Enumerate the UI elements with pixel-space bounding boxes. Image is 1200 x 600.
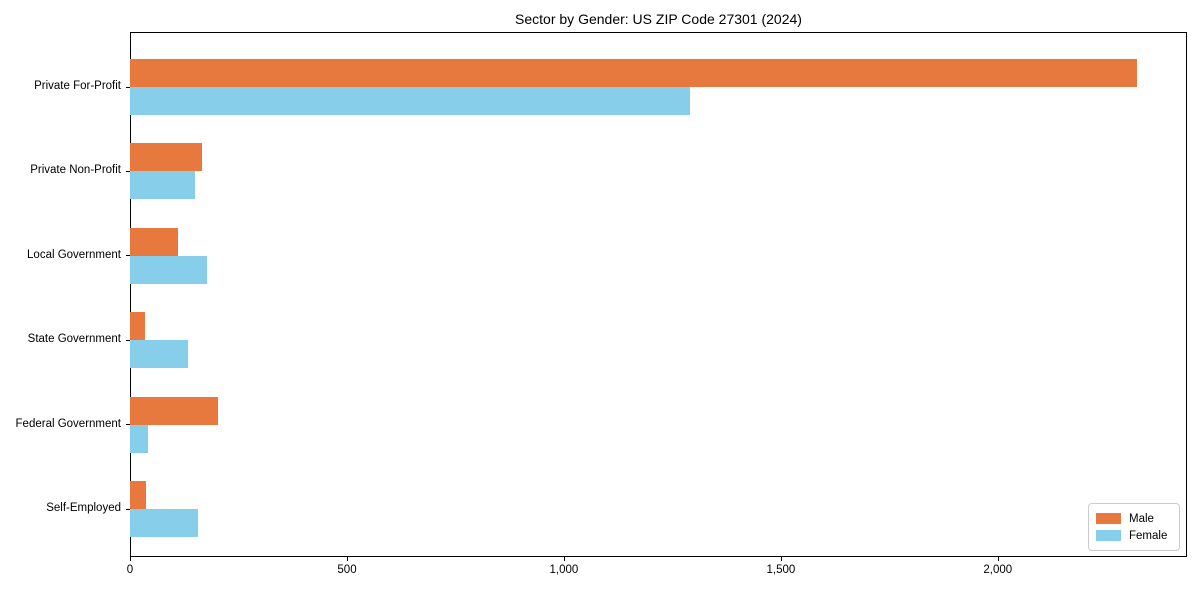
bar-male-6 — [130, 481, 147, 509]
x-tick-label: 1,000 — [549, 564, 579, 576]
y-tick-label: Local Government — [27, 248, 121, 261]
legend-label-male: Male — [1129, 512, 1154, 525]
y-tick-mark — [126, 86, 130, 88]
y-tick-mark — [126, 170, 130, 173]
y-tick-mark — [126, 508, 130, 510]
x-tick-label: 2,000 — [983, 564, 1013, 576]
legend: Male Female — [1088, 503, 1180, 551]
y-tick-mark — [126, 255, 130, 257]
legend-label-female: Female — [1129, 529, 1168, 542]
bar-female-3 — [130, 255, 207, 284]
y-tick-label: State Government — [27, 333, 121, 346]
legend-item-male: Male — [1096, 510, 1171, 527]
y-tick-label: Private Non-Profit — [30, 164, 121, 177]
bar-female-1 — [130, 87, 690, 115]
legend-item-female: Female — [1096, 527, 1171, 544]
legend-swatch-female — [1096, 530, 1121, 541]
x-tick-label: 0 — [126, 564, 134, 576]
y-tick-mark — [126, 339, 130, 341]
bar-female-6 — [130, 509, 199, 537]
y-tick-mark — [126, 424, 130, 426]
legend-swatch-male — [1096, 513, 1121, 524]
bar-male-3 — [130, 227, 178, 256]
x-tick-mark — [347, 557, 349, 561]
bar-male-1 — [130, 59, 1137, 87]
x-tick-mark — [997, 557, 999, 561]
chart-title: Sector by Gender: US ZIP Code 27301 (202… — [515, 11, 802, 27]
x-tick-mark — [563, 557, 566, 561]
x-tick-label: 1,500 — [766, 564, 796, 576]
bar-male-4 — [130, 312, 146, 341]
bar-female-5 — [130, 424, 149, 453]
bar-male-2 — [130, 143, 202, 172]
y-tick-label: Private For-Profit — [34, 80, 121, 92]
y-tick-label: Self-Employed — [46, 502, 121, 514]
bar-female-2 — [130, 171, 196, 200]
bar-male-5 — [130, 396, 219, 425]
x-tick-mark — [130, 557, 132, 561]
x-tick-mark — [780, 557, 783, 561]
x-tick-label: 500 — [337, 564, 357, 576]
y-tick-label: Federal Government — [15, 417, 121, 430]
plot-area — [130, 32, 1187, 557]
bar-female-4 — [130, 340, 188, 369]
